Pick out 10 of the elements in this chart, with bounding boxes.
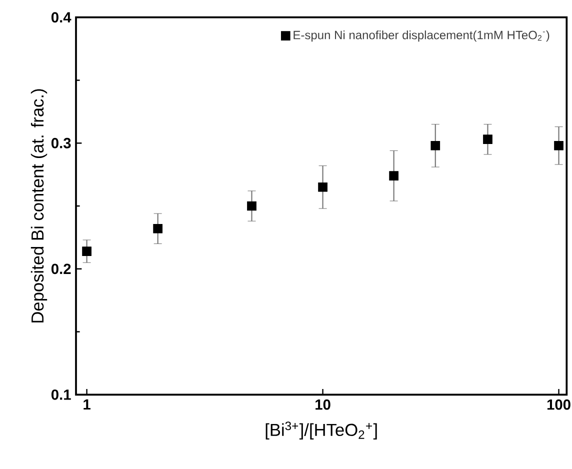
legend-label: E-spun Ni nanofiber displacement(1mM HTeO$_{2}$$^{-}$) [294, 30, 550, 42]
x-tick-label: 100 [547, 399, 570, 410]
y-tick-label: 0.2 [51, 264, 71, 274]
x-axis-title: [Bi$^{3+}$]/[HTeO$_{2}$$^{+}$] [266, 422, 377, 440]
y-axis-title: Deposited Bi content (at. frac.) [30, 89, 48, 322]
x-tick-label: 10 [316, 399, 330, 410]
y-tick-label: 0.3 [51, 138, 71, 148]
x-tick-label: 1 [84, 399, 90, 410]
y-tick-label: 0.4 [51, 12, 72, 23]
y-tick-label: 0.1 [51, 389, 71, 400]
